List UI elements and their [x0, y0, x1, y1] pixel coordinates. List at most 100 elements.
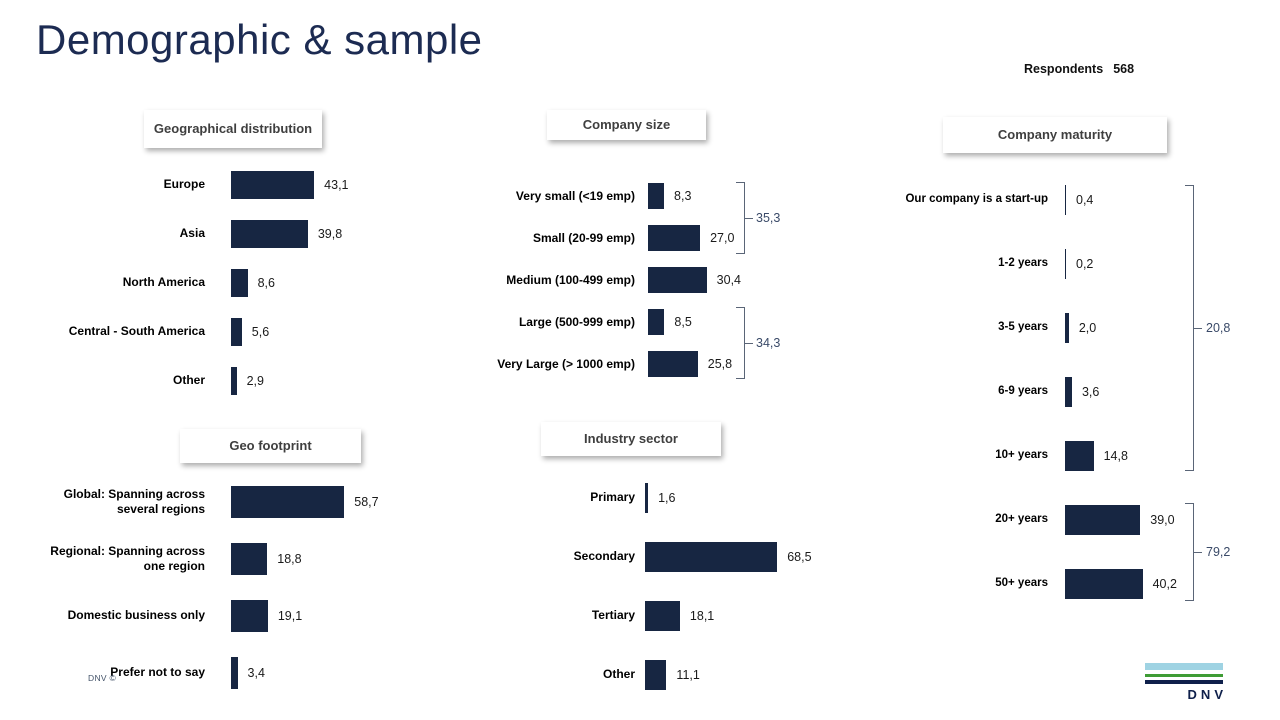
- bar-row: Medium (100-499 emp) 30,4: [470, 259, 830, 301]
- chart-geo-footprint: Geo footprint Global: Spanning across se…: [30, 425, 470, 705]
- bar-row: Small (20-99 emp) 27,0: [470, 217, 830, 259]
- category-label: Our company is a start-up: [905, 193, 1048, 206]
- category-label: 3-5 years: [998, 321, 1048, 334]
- bar-row: Our company is a start-up 0,4: [900, 168, 1280, 232]
- category-label: Central - South America: [68, 324, 205, 339]
- category-label: 1-2 years: [998, 257, 1048, 270]
- logo-stripe-green: [1145, 674, 1223, 677]
- respondents-counter: Respondents 568: [1024, 62, 1134, 76]
- group-bracket-label: 79,2: [1206, 545, 1231, 559]
- chart-title-company-maturity: Company maturity: [943, 117, 1167, 153]
- bar-row: Domestic business only 19,1: [30, 587, 470, 644]
- bar: [231, 317, 242, 346]
- value-label: 39,0: [1150, 513, 1175, 527]
- chart-title-company-size: Company size: [547, 110, 706, 140]
- bar-row: Central - South America 5,6: [30, 307, 470, 356]
- category-label: 20+ years: [995, 513, 1048, 526]
- bar-row: Very small (<19 emp) 8,3: [470, 175, 830, 217]
- bar: [648, 351, 698, 377]
- value-label: 8,6: [257, 275, 275, 290]
- category-label: 10+ years: [995, 449, 1048, 462]
- logo-stripe-navy: [1145, 680, 1223, 684]
- bar: [231, 485, 345, 518]
- logo-text: DNV: [1187, 687, 1227, 702]
- category-label: Regional: Spanning across one region: [50, 544, 205, 573]
- category-label: 50+ years: [995, 577, 1048, 590]
- bar: [645, 659, 667, 690]
- category-label: Secondary: [573, 549, 635, 564]
- chart-title-geographical-distribution: Geographical distribution: [144, 110, 322, 148]
- value-label: 18,8: [277, 551, 302, 566]
- chart-company-size: Company size Very small (<19 emp) 8,3 Sm…: [470, 105, 830, 405]
- bar: [231, 219, 308, 248]
- group-bracket: [736, 307, 753, 379]
- bar: [231, 268, 248, 297]
- value-label: 27,0: [710, 231, 735, 245]
- chart-rows: Europe 43,1 Asia 39,8 North America 8,6 …: [30, 160, 470, 405]
- category-label: Very Large (> 1000 emp): [497, 356, 635, 371]
- bar-row: 20+ years 39,0: [900, 488, 1280, 552]
- value-label: 5,6: [251, 324, 270, 339]
- chart-rows: Primary 1,6 Secondary 68,5 Tertiary 18,1…: [470, 468, 830, 704]
- value-label: 43,1: [324, 177, 349, 192]
- category-label: Small (20-99 emp): [532, 230, 635, 245]
- category-label: Medium (100-499 emp): [506, 272, 635, 287]
- bar-row: Large (500-999 emp) 8,5: [470, 301, 830, 343]
- bar-row: North America 8,6: [30, 258, 470, 307]
- bar: [648, 225, 701, 251]
- chart-title-geo-footprint: Geo footprint: [180, 429, 361, 463]
- bar-row: 1-2 years 0,2: [900, 232, 1280, 296]
- category-label: Primary: [590, 490, 635, 505]
- value-label: 8,5: [674, 315, 692, 329]
- bar-row: 50+ years 40,2: [900, 552, 1280, 616]
- group-bracket-label: 35,3: [756, 211, 781, 225]
- logo-stripe-lightblue: [1145, 663, 1223, 670]
- value-label: 2,9: [246, 373, 264, 388]
- bar: [231, 656, 238, 689]
- copyright-note: DNV ©: [88, 673, 117, 683]
- chart-geographical-distribution: Geographical distribution Europe 43,1 As…: [30, 108, 470, 413]
- bar-row: 6-9 years 3,6: [900, 360, 1280, 424]
- bar: [1065, 441, 1094, 471]
- value-label: 11,1: [676, 667, 700, 682]
- category-label: Asia: [179, 226, 205, 241]
- category-label: Large (500-999 emp): [518, 314, 635, 329]
- group-bracket: [1185, 503, 1202, 601]
- dnv-logo: DNV: [1145, 663, 1223, 702]
- value-label: 3,4: [247, 665, 265, 680]
- value-label: 39,8: [317, 226, 343, 241]
- value-label: 0,4: [1076, 193, 1094, 207]
- bar: [231, 542, 268, 575]
- bar: [1065, 185, 1066, 215]
- bar-row: Global: Spanning across several regions …: [30, 473, 470, 530]
- bar-row: 10+ years 14,8: [900, 424, 1280, 488]
- bar-row: Prefer not to say 3,4: [30, 644, 470, 701]
- respondents-label: Respondents: [1024, 62, 1104, 76]
- group-bracket-label: 20,8: [1206, 321, 1231, 335]
- bar: [1065, 505, 1141, 535]
- chart-rows: Our company is a start-up 0,4 1-2 years …: [900, 168, 1280, 616]
- bar: [648, 267, 707, 293]
- value-label: 0,2: [1076, 257, 1094, 271]
- category-label: Prefer not to say: [110, 665, 205, 680]
- category-label: Other: [602, 667, 635, 682]
- value-label: 68,5: [787, 549, 812, 564]
- bar: [1065, 313, 1069, 343]
- value-label: 40,2: [1152, 577, 1177, 591]
- chart-company-maturity: Company maturity Our company is a start-…: [900, 112, 1280, 622]
- chart-industry-sector: Industry sector Primary 1,6 Secondary 68…: [470, 418, 830, 708]
- category-label: Global: Spanning across several regions: [63, 487, 205, 516]
- group-bracket-label: 34,3: [756, 336, 781, 350]
- bar: [1065, 377, 1072, 407]
- category-label: Tertiary: [591, 608, 635, 623]
- value-label: 1,6: [658, 490, 676, 505]
- bar-row: Regional: Spanning across one region 18,…: [30, 530, 470, 587]
- category-label: Other: [172, 373, 205, 388]
- bar-row: 3-5 years 2,0: [900, 296, 1280, 360]
- value-label: 19,1: [277, 608, 303, 623]
- group-bracket: [1185, 185, 1202, 471]
- chart-rows: Global: Spanning across several regions …: [30, 473, 470, 701]
- group-bracket: [736, 182, 753, 254]
- category-label: Very small (<19 emp): [515, 188, 635, 203]
